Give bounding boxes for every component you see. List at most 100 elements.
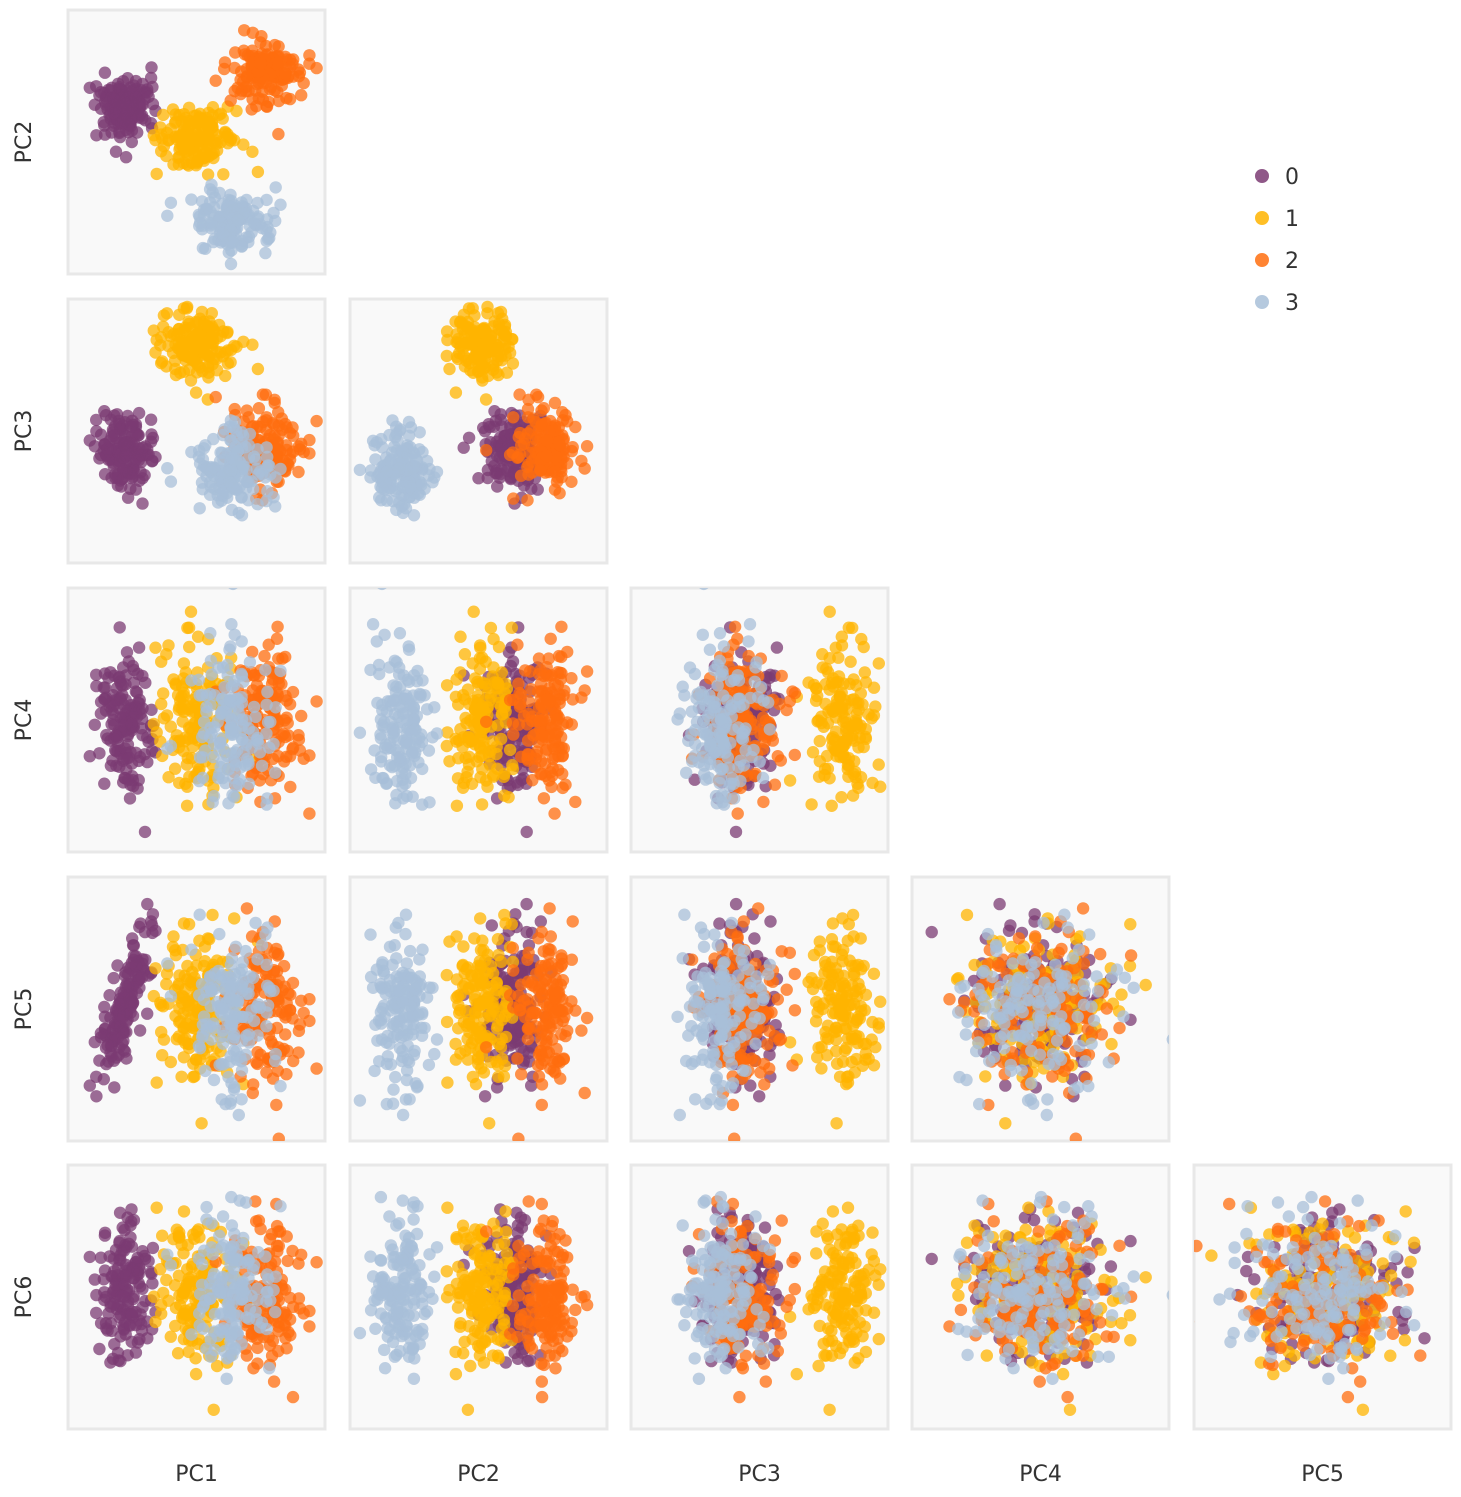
- scatter-point-cluster-1: [813, 734, 826, 748]
- scatter-point-cluster-3: [410, 1081, 424, 1094]
- scatter-point-cluster-1: [479, 393, 493, 406]
- scatter-point-cluster-0: [104, 759, 118, 772]
- scatter-point-cluster-3: [264, 985, 277, 998]
- scatter-point-cluster-3: [430, 727, 444, 740]
- scatter-point-cluster-0: [117, 698, 130, 711]
- scatter-point-cluster-1: [492, 690, 505, 704]
- scatter-point-cluster-1: [859, 730, 872, 744]
- scatter-point-cluster-2: [540, 449, 553, 463]
- scatter-point-cluster-2: [534, 755, 548, 768]
- scatter-point-cluster-3: [164, 739, 178, 753]
- scatter-point-cluster-3: [386, 414, 399, 427]
- scatter-point-cluster-1: [164, 1055, 177, 1069]
- scatter-point-cluster-0: [83, 1079, 97, 1092]
- scatter-point-cluster-1: [184, 605, 198, 618]
- scatter-point-cluster-3: [704, 738, 717, 751]
- scatter-point-cluster-3: [193, 774, 206, 788]
- scatter-point-cluster-1: [160, 307, 174, 320]
- scatter-point-cluster-3: [225, 723, 238, 736]
- scatter-point-cluster-2: [534, 959, 548, 973]
- scatter-point-cluster-2: [549, 450, 562, 464]
- scatter-point-cluster-1: [837, 715, 850, 728]
- scatter-point-cluster-2: [480, 715, 493, 728]
- scatter-point-cluster-1: [470, 755, 483, 768]
- scatter-point-cluster-1: [846, 789, 860, 802]
- scatter-point-cluster-3: [692, 756, 705, 769]
- scatter-point-cluster-2: [209, 390, 222, 404]
- scatter-point-cluster-2: [565, 718, 578, 731]
- scatter-point-cluster-2: [303, 447, 316, 460]
- scatter-point-cluster-1: [206, 908, 219, 922]
- scatter-point-cluster-3: [267, 737, 280, 751]
- scatter-point-cluster-2: [521, 402, 535, 416]
- scatter-point-cluster-2: [514, 978, 528, 991]
- scatter-point-cluster-3: [255, 467, 269, 481]
- scatter-point-cluster-1: [177, 139, 190, 152]
- scatter-point-cluster-3: [396, 1108, 410, 1122]
- scatter-point-cluster-3: [164, 196, 178, 209]
- scatter-point-cluster-2: [540, 434, 554, 447]
- scatter-point-cluster-3: [226, 482, 240, 495]
- scatter-point-cluster-0: [98, 66, 112, 79]
- scatter-point-cluster-0: [90, 679, 103, 693]
- scatter-point-cluster-0: [114, 83, 127, 96]
- scatter-point-cluster-1: [479, 680, 492, 693]
- scatter-point-cluster-3: [710, 797, 723, 810]
- scatter-point-cluster-1: [461, 315, 475, 329]
- scatter-point-cluster-2: [537, 945, 550, 958]
- scatter-point-cluster-3: [717, 689, 730, 702]
- scatter-point-cluster-3: [260, 798, 273, 811]
- scatter-point-cluster-1: [184, 374, 198, 387]
- scatter-point-cluster-0: [133, 1024, 147, 1037]
- scatter-point-cluster-2: [272, 406, 285, 419]
- scatter-point-cluster-0: [119, 151, 133, 164]
- scatter-point-cluster-3: [259, 246, 272, 260]
- scatter-point-cluster-3: [364, 928, 377, 941]
- scatter-point-cluster-3: [402, 1056, 416, 1069]
- scatter-point-cluster-3: [226, 1033, 240, 1046]
- scatter-point-cluster-1: [474, 641, 487, 654]
- scatter-point-cluster-2: [286, 742, 299, 756]
- scatter-point-cluster-3: [261, 716, 275, 729]
- scatter-point-cluster-1: [829, 725, 843, 738]
- scatter-point-cluster-3: [412, 756, 425, 769]
- scatter-point-cluster-3: [269, 181, 282, 194]
- scatter-point-cluster-3: [699, 588, 709, 591]
- scatter-point-cluster-2: [523, 665, 537, 678]
- scatter-point-cluster-3: [380, 1097, 393, 1111]
- scatter-point-cluster-3: [399, 927, 412, 941]
- scatter-point-cluster-3: [224, 1094, 238, 1107]
- scatter-point-cluster-1: [157, 1000, 170, 1013]
- scatter-point-cluster-3: [240, 738, 253, 751]
- scatter-point-cluster-2: [506, 941, 519, 955]
- scatter-point-cluster-0: [119, 966, 132, 979]
- panel-pc4-vs-pc2: [348, 586, 609, 854]
- scatter-point-cluster-1: [452, 998, 465, 1012]
- scatter-point-cluster-2: [286, 445, 300, 458]
- panel-pc3-vs-pc1: [66, 297, 327, 565]
- scatter-point-cluster-1: [167, 930, 180, 943]
- scatter-point-cluster-3: [205, 727, 218, 740]
- scatter-point-cluster-0: [145, 428, 158, 441]
- scatter-point-cluster-0: [753, 1090, 766, 1103]
- scatter-point-cluster-0: [490, 1081, 504, 1094]
- scatter-point-cluster-0: [125, 998, 138, 1012]
- scatter-point-cluster-3: [193, 908, 206, 921]
- scatter-point-cluster-2: [544, 1062, 557, 1075]
- scatter-point-cluster-1: [835, 701, 849, 714]
- scatter-point-cluster-2: [252, 402, 266, 415]
- scatter-point-cluster-3: [161, 462, 174, 475]
- scatter-point-cluster-0: [141, 897, 154, 911]
- scatter-point-cluster-0: [98, 405, 111, 418]
- scatter-point-cluster-3: [247, 700, 261, 714]
- scatter-point-cluster-2: [553, 438, 566, 452]
- scatter-point-cluster-3: [199, 1064, 212, 1078]
- point-layer: [353, 588, 594, 839]
- scatter-point-cluster-1: [219, 346, 232, 359]
- scatter-point-cluster-3: [229, 940, 243, 953]
- scatter-point-cluster-1: [167, 158, 180, 171]
- scatter-point-cluster-3: [226, 235, 240, 248]
- scatter-point-cluster-2: [543, 902, 556, 915]
- scatter-point-cluster-0: [90, 129, 103, 142]
